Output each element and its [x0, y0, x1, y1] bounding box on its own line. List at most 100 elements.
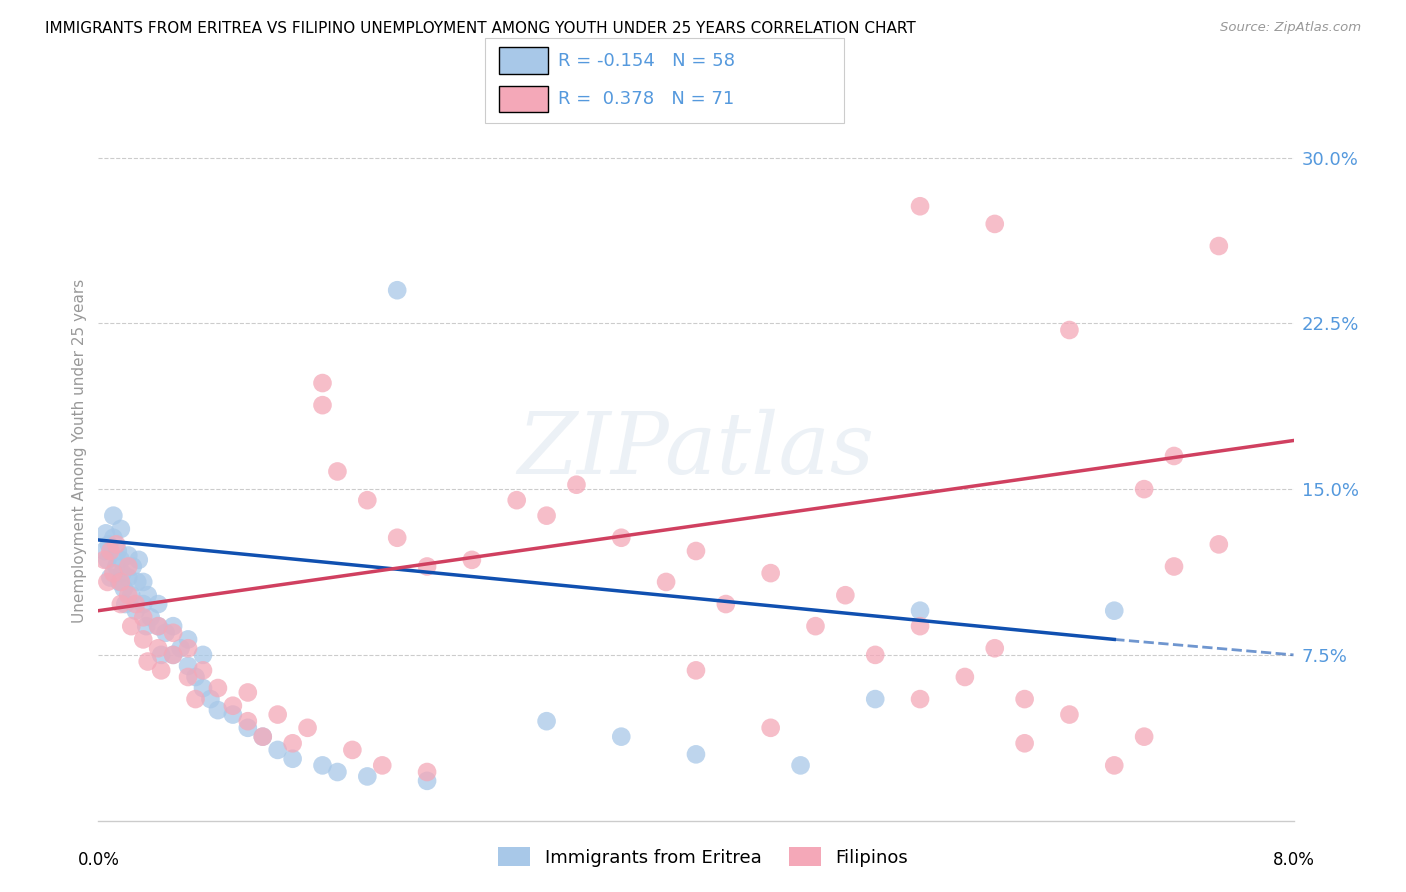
Point [536, 714, 558, 729]
Point [685, 544, 707, 558]
Point [169, 641, 191, 656]
Text: R = -0.154   N = 58: R = -0.154 N = 58 [558, 52, 735, 70]
Point [93, 544, 115, 558]
Point [1133, 482, 1156, 496]
Point [416, 773, 439, 788]
Point [117, 570, 139, 584]
Point [1208, 239, 1230, 253]
Point [132, 632, 155, 647]
Text: 0.0%: 0.0% [77, 851, 120, 869]
Point [252, 730, 274, 744]
Point [139, 610, 162, 624]
Point [356, 493, 378, 508]
Legend: Immigrants from Eritrea, Filipinos: Immigrants from Eritrea, Filipinos [491, 840, 915, 874]
Point [222, 707, 245, 722]
Point [162, 619, 184, 633]
Point [135, 619, 157, 633]
Point [105, 537, 128, 551]
Point [114, 597, 136, 611]
Point [1014, 692, 1036, 706]
Point [121, 559, 143, 574]
Point [96, 574, 118, 589]
Point [200, 692, 222, 706]
Point [984, 641, 1007, 656]
Point [267, 707, 290, 722]
Point [297, 721, 319, 735]
Point [110, 522, 132, 536]
Point [177, 641, 200, 656]
Text: 8.0%: 8.0% [1272, 851, 1315, 869]
Point [371, 758, 394, 772]
Point [804, 619, 827, 633]
Point [685, 747, 707, 762]
Point [105, 559, 128, 574]
Point [94, 526, 117, 541]
Point [281, 752, 304, 766]
Point [1133, 730, 1156, 744]
Point [117, 549, 139, 563]
Point [610, 730, 633, 744]
Point [908, 692, 931, 706]
Point [184, 670, 207, 684]
Point [311, 376, 333, 390]
Point [461, 553, 484, 567]
Point [148, 619, 170, 633]
Point [416, 764, 439, 779]
Point [385, 283, 409, 297]
Point [311, 758, 333, 772]
Point [136, 655, 159, 669]
Point [150, 664, 173, 678]
Point [714, 597, 737, 611]
Y-axis label: Unemployment Among Youth under 25 years: Unemployment Among Youth under 25 years [72, 278, 87, 623]
Point [908, 619, 931, 633]
Point [1163, 559, 1185, 574]
Point [177, 659, 200, 673]
Point [117, 588, 139, 602]
Point [685, 664, 707, 678]
Point [148, 619, 170, 633]
Point [267, 743, 290, 757]
Point [536, 508, 558, 523]
Point [207, 681, 229, 695]
Point [108, 574, 131, 589]
Point [1059, 707, 1081, 722]
Point [326, 465, 349, 479]
Point [356, 769, 378, 783]
Point [125, 604, 148, 618]
Point [98, 544, 122, 558]
Point [984, 217, 1007, 231]
Point [103, 531, 125, 545]
Point [252, 730, 274, 744]
Point [103, 508, 125, 523]
Point [789, 758, 811, 772]
Point [98, 570, 122, 584]
Point [1163, 449, 1185, 463]
Point [127, 574, 149, 589]
Point [342, 743, 364, 757]
Point [191, 664, 214, 678]
Point [110, 597, 132, 611]
Point [865, 648, 887, 662]
Point [184, 692, 207, 706]
Point [177, 632, 200, 647]
Text: R =  0.378   N = 71: R = 0.378 N = 71 [558, 90, 734, 108]
Point [97, 537, 120, 551]
Point [953, 670, 976, 684]
Point [162, 648, 184, 662]
Point [1104, 604, 1126, 618]
Point [125, 597, 148, 611]
Point [132, 610, 155, 624]
Point [120, 588, 142, 602]
Point [759, 566, 782, 581]
Point [111, 566, 134, 581]
Point [136, 588, 159, 602]
Point [155, 625, 177, 640]
Point [93, 553, 115, 567]
Point [162, 648, 184, 662]
Point [177, 670, 200, 684]
Point [908, 604, 931, 618]
Point [132, 597, 155, 611]
Point [103, 566, 125, 581]
Point [565, 477, 588, 491]
Point [148, 597, 170, 611]
